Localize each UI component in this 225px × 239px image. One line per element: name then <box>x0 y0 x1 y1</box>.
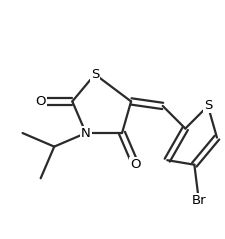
Text: N: N <box>81 127 90 140</box>
Text: Br: Br <box>191 194 205 207</box>
Text: O: O <box>35 95 46 108</box>
Text: S: S <box>203 99 211 112</box>
Text: S: S <box>90 68 99 81</box>
Text: O: O <box>130 158 140 171</box>
